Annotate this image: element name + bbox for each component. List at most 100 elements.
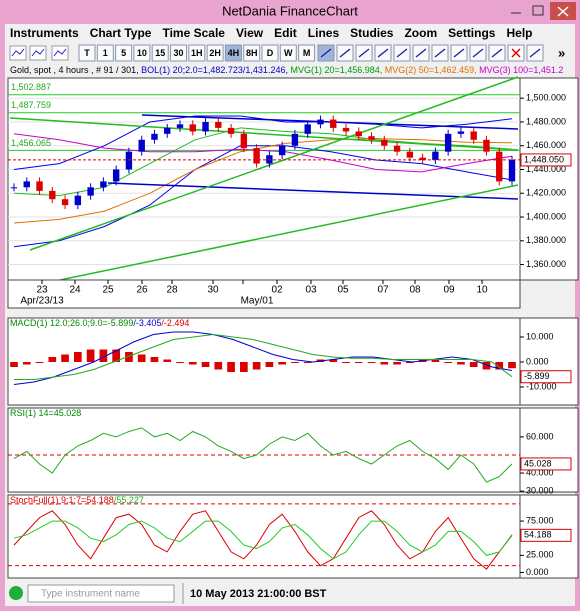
minimize[interactable] xyxy=(506,2,526,20)
histogram-bar xyxy=(367,362,376,363)
histogram-bar xyxy=(61,354,69,362)
maximize-icon xyxy=(532,5,544,16)
y-tick-label: 0.000 xyxy=(526,567,549,577)
candle xyxy=(215,121,222,128)
instrument-input[interactable] xyxy=(27,584,175,603)
instrument-placeholder: Type instrument name xyxy=(41,589,140,600)
window-title: NetDania FinanceChart xyxy=(222,3,358,18)
info-part: /55.227 xyxy=(114,495,144,505)
y-tick-label: 1,460.000 xyxy=(526,140,566,150)
info-part: MVG(2) 50=1,462.459, xyxy=(385,65,479,75)
timescale-button[interactable] xyxy=(133,44,151,62)
candle xyxy=(23,181,30,188)
histogram-bar xyxy=(482,362,491,370)
timescale-label: 30 xyxy=(173,48,183,58)
timescale-button[interactable] xyxy=(261,44,279,62)
maximize[interactable] xyxy=(528,2,548,20)
x-tick-label: 03 xyxy=(305,285,317,296)
tool-glyph xyxy=(377,48,389,58)
timescale-label: 2H xyxy=(209,48,221,58)
candle xyxy=(381,139,388,146)
candle xyxy=(444,133,452,152)
y-tick-label: 1,440.000 xyxy=(526,164,566,174)
timescale-label: T xyxy=(84,48,90,58)
trend-line xyxy=(59,184,519,281)
timescale-button[interactable] xyxy=(206,44,224,62)
trend-line xyxy=(107,182,519,200)
timescale-button[interactable] xyxy=(78,44,96,62)
menu-item[interactable]: View xyxy=(236,26,264,40)
histogram-bar xyxy=(163,359,172,362)
menu-item[interactable]: Time Scale xyxy=(162,26,225,40)
info-part: RSI(1) 14=45.028 xyxy=(10,408,81,418)
y-tick-label: 30.000 xyxy=(526,485,554,495)
tool-glyph xyxy=(358,48,370,58)
info-part: StochFull(1) 9;1;7=54.188 xyxy=(10,495,114,505)
tool-glyph xyxy=(511,48,521,58)
candle xyxy=(227,127,235,134)
candle xyxy=(253,148,260,164)
menu-item[interactable]: Settings xyxy=(448,26,496,40)
tool-glyph xyxy=(529,48,541,58)
candle xyxy=(406,151,414,158)
timescale-button[interactable] xyxy=(298,44,316,62)
histogram-bar xyxy=(469,362,478,367)
x-tick-label: 09 xyxy=(443,285,455,296)
status-indicator xyxy=(9,586,23,600)
menu-item[interactable]: Instruments xyxy=(10,26,79,40)
y-tick-label: 0.000 xyxy=(526,356,549,366)
indicator-line xyxy=(13,520,513,560)
timescale-label: W xyxy=(284,48,293,58)
y-tick-label: -10.000 xyxy=(526,381,557,391)
y-tick-label: 40.000 xyxy=(526,467,554,477)
tool-glyph xyxy=(31,48,45,57)
pane xyxy=(7,77,521,281)
x-tick-label: 07 xyxy=(377,285,389,296)
timescale-button[interactable] xyxy=(115,44,133,62)
candle xyxy=(240,133,248,149)
last-value-box xyxy=(520,370,572,384)
last-value: 54.188 xyxy=(524,530,552,540)
timescale-label: 8H xyxy=(246,48,258,58)
candle xyxy=(483,139,490,152)
timescale-button[interactable] xyxy=(188,44,206,62)
timescale-button[interactable] xyxy=(279,44,297,62)
histogram-bar xyxy=(214,362,223,370)
timescale-button[interactable] xyxy=(224,44,242,62)
menu-item[interactable]: Zoom xyxy=(404,26,437,40)
y-tick-label: 1,480.000 xyxy=(526,116,566,126)
last-value-box xyxy=(520,457,572,471)
histogram-bar xyxy=(176,362,184,363)
info-line: Gold, spot , 4 hours , # 91 / 301, BOL(1… xyxy=(10,65,563,75)
candle xyxy=(202,121,209,132)
candle xyxy=(49,190,56,200)
menu-item[interactable]: Edit xyxy=(274,26,297,40)
pane xyxy=(7,407,521,493)
info-part: Gold, spot , 4 hours , # 91 / 301, xyxy=(10,65,141,75)
histogram-bar xyxy=(240,362,248,372)
x-tick-label: 10 xyxy=(476,285,488,296)
y-tick-label: 10.000 xyxy=(526,331,554,341)
x-tick-label: 05 xyxy=(337,285,349,296)
tool-glyph xyxy=(320,48,332,58)
candle xyxy=(164,127,171,134)
menu-item[interactable]: Help xyxy=(506,26,532,40)
overflow[interactable]: » xyxy=(558,45,565,60)
timescale-button[interactable] xyxy=(170,44,187,62)
info-line: RSI(1) 14=45.028 xyxy=(10,408,81,418)
y-tick-label: 75.000 xyxy=(526,515,554,525)
timescale-button[interactable] xyxy=(151,44,169,62)
timescale-button[interactable] xyxy=(96,44,114,62)
info-line: StochFull(1) 9;1;7=54.188/55.227 xyxy=(10,495,144,505)
histogram-bar xyxy=(99,349,108,362)
timescale-label: 1H xyxy=(191,48,203,58)
timescale-button[interactable] xyxy=(243,44,261,62)
candle xyxy=(61,199,69,206)
menu-item[interactable]: Lines xyxy=(308,26,340,40)
menu-item[interactable]: Studies xyxy=(350,26,394,40)
x-tick-label: 26 xyxy=(136,285,148,296)
menu-item[interactable]: Chart Type xyxy=(90,26,152,40)
candle xyxy=(342,127,350,132)
candle xyxy=(393,145,401,152)
last-value: 1,448.050 xyxy=(524,154,564,164)
